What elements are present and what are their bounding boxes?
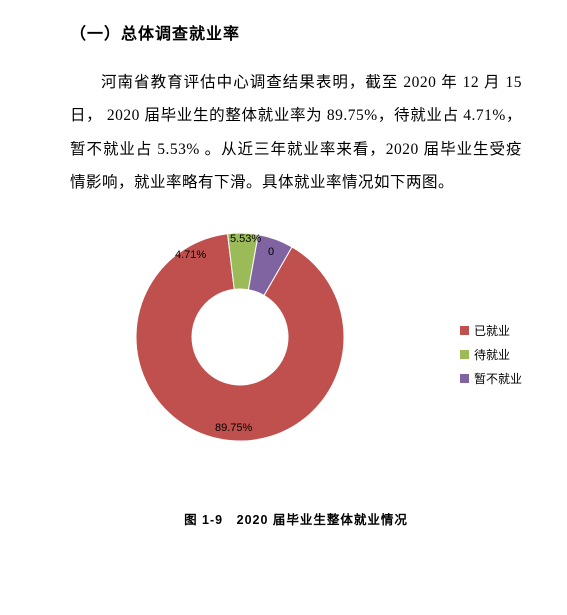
legend-item: 暂不就业 [460, 370, 522, 387]
legend-item: 待就业 [460, 346, 522, 363]
slice-label-not-employed: 5.53% [230, 233, 261, 245]
legend-swatch-icon [460, 326, 469, 335]
zero-label: 0 [268, 246, 274, 258]
legend-label: 已就业 [474, 322, 510, 339]
slice-label-employed: 89.75% [215, 422, 252, 434]
slice-label-pending: 4.71% [175, 249, 206, 261]
donut-chart: 89.75% 4.71% 5.53% 0 [130, 227, 350, 452]
legend-swatch-icon [460, 374, 469, 383]
chart-container: 89.75% 4.71% 5.53% 0 已就业 待就业 暂不就业 [70, 217, 522, 497]
figure-caption: 图 1-9 2020 届毕业生整体就业情况 [70, 509, 522, 528]
legend-item: 已就业 [460, 322, 522, 339]
legend-swatch-icon [460, 350, 469, 359]
chart-legend: 已就业 待就业 暂不就业 [460, 322, 522, 394]
legend-label: 暂不就业 [474, 370, 522, 387]
body-paragraph: 河南省教育评估中心调查结果表明，截至 2020 年 12 月 15 日， 202… [70, 66, 522, 199]
section-heading: （一）总体调查就业率 [70, 20, 522, 44]
legend-label: 待就业 [474, 346, 510, 363]
